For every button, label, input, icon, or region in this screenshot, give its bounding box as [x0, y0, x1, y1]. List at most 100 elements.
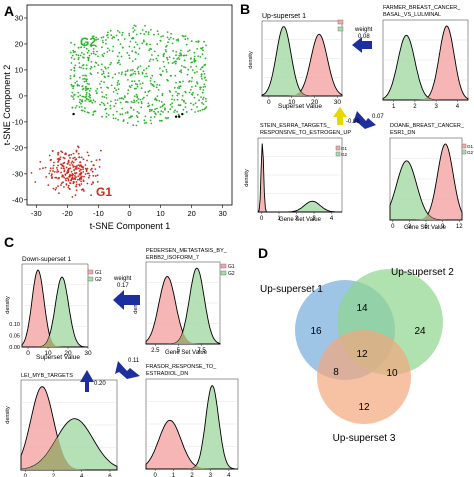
scatter-point-g2 — [165, 50, 168, 53]
scatter-point-g2 — [81, 109, 84, 112]
density-plot-pedersen: 2.5 5 7.5 — [145, 261, 221, 354]
scatter-point-g2 — [183, 59, 186, 62]
scatter-point-g1 — [68, 174, 71, 177]
density-plot-farmer: 1 2 3 4 — [382, 19, 469, 110]
scatter-point-g1 — [92, 174, 95, 177]
scatter-point-g2 — [133, 99, 135, 102]
scatter-point-g2 — [146, 75, 149, 78]
scatter-point-g2 — [162, 35, 164, 37]
scatter-point-g2 — [72, 98, 75, 100]
scatter-point-g2 — [88, 90, 91, 92]
scatter-point-g2 — [196, 81, 198, 84]
scatter-point-g2 — [190, 61, 193, 64]
scatter-point-g2 — [85, 64, 88, 66]
scatter-point-g2 — [147, 33, 150, 36]
scatter-point-g2 — [101, 73, 103, 76]
scatter-point-g2 — [120, 73, 123, 75]
scatter-point-g2 — [77, 95, 80, 98]
scatter-x-tick-label: -30 — [31, 209, 42, 218]
scatter-point-g2 — [124, 70, 127, 73]
scatter-point-g2 — [171, 102, 174, 105]
scatter-point-g1 — [66, 171, 69, 173]
scatter-point-g1 — [74, 168, 77, 170]
scatter-point-g1 — [63, 170, 66, 173]
scatter-point-g2 — [199, 68, 202, 71]
scatter-point-g2 — [188, 49, 191, 52]
scatter-point-g1 — [67, 184, 70, 187]
scatter-point-g2 — [202, 89, 205, 91]
scatter-point-g2 — [107, 114, 110, 116]
scatter-point-g2 — [156, 95, 159, 98]
scatter-point-g1 — [90, 194, 92, 197]
b-arrow-stein — [333, 107, 347, 125]
scatter-point-g2 — [82, 95, 85, 98]
scatter-point-g2 — [109, 107, 112, 110]
scatter-point-g1 — [77, 164, 80, 167]
scatter-point-g1 — [62, 156, 65, 159]
scatter-point-g2 — [105, 112, 108, 115]
density-x-tick-label: 30 — [84, 350, 92, 357]
scatter-point-g2 — [116, 81, 119, 84]
c-lei-title: LEI_MYB_TARGETS — [21, 373, 73, 379]
scatter-point-g2 — [190, 108, 193, 111]
scatter-point-g1 — [65, 183, 68, 185]
scatter-point-g2 — [161, 94, 164, 97]
scatter-point-g2 — [194, 85, 197, 88]
scatter-point-g2 — [153, 50, 156, 53]
scatter-point-g2 — [121, 113, 124, 115]
scatter-point-g1 — [86, 167, 89, 170]
scatter-point-g2 — [85, 87, 87, 89]
scatter-point-g2 — [177, 39, 180, 42]
scatter-point-g1 — [65, 166, 68, 169]
scatter-point-g2 — [128, 85, 131, 88]
scatter-point-g2 — [109, 63, 111, 66]
scatter-point-g2 — [159, 106, 162, 108]
scatter-point-g2 — [141, 82, 144, 84]
scatter-point-g2 — [185, 54, 188, 57]
density-x-tick-label: 4 — [227, 473, 231, 477]
scatter-point-g2 — [128, 54, 131, 57]
b-doane-xlabel: Gene Set Value — [404, 225, 447, 231]
scatter-point-g2 — [147, 90, 150, 93]
scatter-point-g1 — [63, 169, 66, 172]
scatter-point-g2 — [84, 107, 86, 109]
scatter-point-g2 — [85, 91, 88, 94]
scatter-point-g2 — [132, 37, 135, 40]
scatter-point-g2 — [184, 91, 187, 94]
scatter-point-g1 — [59, 158, 62, 161]
scatter-point-g1 — [90, 167, 93, 170]
scatter-point-g1 — [70, 162, 73, 164]
scatter-point-g2 — [158, 84, 161, 87]
scatter-y-tick-label: 0 — [19, 91, 23, 100]
scatter-point-g2 — [100, 68, 103, 71]
scatter-point-g2 — [204, 107, 207, 110]
scatter-point-g1 — [82, 158, 85, 161]
scatter-point-g1 — [57, 153, 59, 156]
scatter-point-g2 — [117, 119, 119, 121]
scatter-point-g2 — [117, 38, 120, 41]
density-overlap — [383, 97, 468, 100]
scatter-point-g2 — [87, 59, 90, 62]
scatter-point-g2 — [180, 71, 183, 74]
scatter-point-g1 — [57, 185, 59, 188]
scatter-point-g2 — [156, 43, 159, 45]
scatter-point-g2 — [197, 55, 200, 57]
density-x-tick-label: 1 — [392, 104, 396, 110]
scatter-point-g2 — [190, 40, 193, 43]
scatter-point-g2 — [163, 103, 166, 106]
scatter-point-g1 — [90, 183, 93, 186]
scatter-point-g1 — [63, 186, 65, 188]
scatter-point-g1 — [61, 174, 64, 177]
scatter-point-g1 — [56, 167, 58, 169]
scatter-point-g2 — [198, 99, 201, 102]
scatter-point-g2 — [89, 67, 92, 70]
scatter-point-g1 — [71, 160, 74, 163]
scatter-point-g2 — [176, 58, 179, 60]
scatter-point-g2 — [115, 34, 118, 37]
scatter-point-g1 — [81, 175, 83, 178]
scatter-point-g2 — [111, 50, 114, 52]
scatter-point-g1 — [66, 162, 69, 165]
scatter-point-g2 — [137, 66, 140, 68]
scatter-point-g2 — [190, 66, 192, 68]
scatter-point-g1 — [67, 178, 70, 181]
